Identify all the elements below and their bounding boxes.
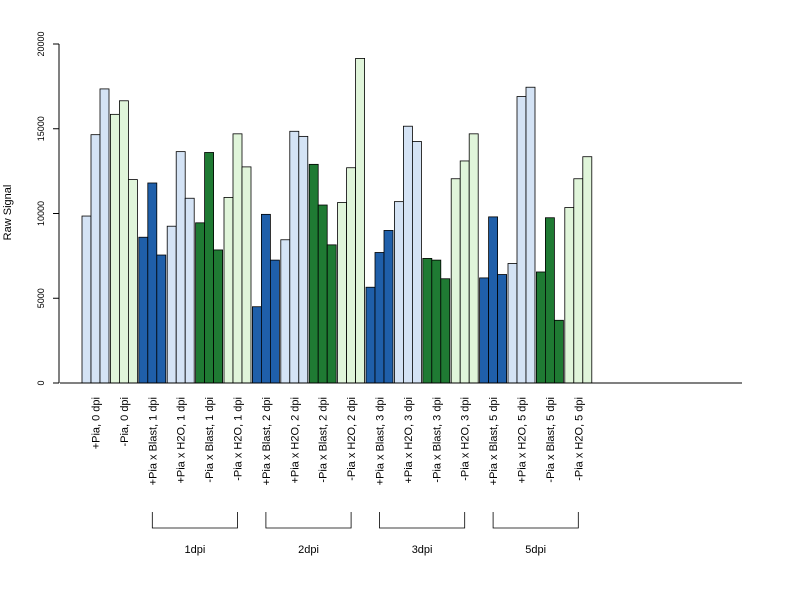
bar	[251, 306, 262, 384]
bar	[308, 163, 319, 384]
bar	[374, 252, 385, 384]
y-axis: 0 5000 10000 15000 20000	[36, 31, 60, 386]
category-label: -Pia x H2O, 2 dpi	[346, 397, 358, 481]
group-brackets: 1dpi 2dpi 3dpi 5dpi	[151, 512, 579, 556]
group-bracket	[492, 512, 579, 529]
bar	[355, 58, 366, 384]
bar	[195, 222, 206, 384]
category-labels: +Pia, 0 dpi -Pia, 0 dpi +Pia x Blast, 1 dp…	[91, 397, 586, 485]
category-label: +Pia x Blast, 3 dpi	[375, 397, 387, 485]
group-label: 5dpi	[525, 544, 546, 556]
bar	[232, 133, 243, 384]
bar	[147, 182, 158, 384]
bar	[326, 244, 337, 384]
bar	[289, 130, 300, 384]
bar	[317, 204, 328, 384]
group-label: 3dpi	[412, 544, 433, 556]
bar	[127, 179, 138, 384]
bar	[411, 141, 422, 384]
bar	[393, 201, 404, 384]
category-label: -Pia x Blast, 1 dpi	[204, 397, 216, 483]
group-bracket	[379, 512, 466, 529]
bar	[269, 259, 280, 384]
category-label: +Pia x H2O, 2 dpi	[289, 397, 301, 484]
bar	[431, 259, 442, 384]
bar	[545, 217, 555, 384]
bar	[440, 278, 451, 384]
bar	[422, 258, 433, 384]
category-label: +Pia x H2O, 5 dpi	[517, 397, 529, 484]
bar	[525, 86, 536, 384]
category-label: +Pia x Blast, 5 dpi	[488, 397, 500, 485]
category-label: +Pia, 0 dpi	[91, 397, 103, 449]
bar	[99, 88, 110, 384]
category-label: -Pia x H2O, 3 dpi	[460, 397, 472, 481]
bar	[110, 113, 120, 384]
bar	[479, 277, 490, 384]
bar	[497, 274, 508, 384]
bar	[459, 160, 470, 384]
bar	[450, 178, 461, 384]
bar	[175, 151, 186, 384]
bar	[402, 125, 413, 384]
bar	[260, 213, 271, 384]
bar	[138, 236, 149, 384]
category-label: -Pia x Blast, 3 dpi	[431, 397, 443, 483]
category-label: +Pia x H2O, 3 dpi	[403, 397, 415, 484]
group-label: 1dpi	[185, 544, 206, 556]
bar	[166, 225, 177, 384]
bar	[488, 216, 499, 384]
bar	[337, 202, 348, 384]
bar	[582, 156, 593, 384]
bar	[204, 152, 215, 384]
y-tick-label: 20000	[36, 31, 46, 56]
bar	[507, 263, 518, 384]
category-label: -Pia x H2O, 1 dpi	[233, 397, 245, 481]
category-label: -Pia x Blast, 5 dpi	[545, 397, 557, 483]
category-label: -Pia, 0 dpi	[119, 397, 131, 447]
bar	[564, 207, 575, 384]
group-bracket	[265, 512, 352, 529]
group-bracket	[151, 512, 238, 529]
group-label: 2dpi	[298, 544, 319, 556]
bar	[365, 286, 376, 384]
category-label: -Pia x Blast, 2 dpi	[318, 397, 330, 483]
y-tick-label: 5000	[36, 288, 46, 308]
bar	[536, 271, 546, 384]
category-label: -Pia x H2O, 5 dpi	[573, 397, 585, 481]
bar	[223, 196, 234, 384]
bars-layer	[81, 58, 593, 384]
bar	[241, 166, 252, 384]
bar	[346, 167, 357, 384]
bar	[573, 178, 584, 384]
y-tick-label: 15000	[36, 116, 46, 141]
bar	[90, 134, 101, 384]
category-label: +Pia x H2O, 1 dpi	[176, 397, 188, 484]
bar	[554, 319, 564, 384]
category-label: +Pia x Blast, 2 dpi	[261, 397, 273, 485]
bar	[516, 96, 527, 384]
y-tick-label: 10000	[36, 201, 46, 226]
bar	[383, 230, 394, 384]
y-axis-label: Raw Signal	[2, 185, 14, 241]
bar	[298, 135, 309, 384]
bar	[280, 239, 291, 384]
y-tick-label: 0	[36, 380, 46, 385]
category-label: +Pia x Blast, 1 dpi	[147, 397, 159, 485]
bar	[213, 249, 224, 384]
bar	[184, 197, 195, 384]
bar	[156, 254, 167, 384]
bar	[119, 100, 129, 384]
bar	[468, 133, 479, 384]
bar	[81, 215, 92, 384]
